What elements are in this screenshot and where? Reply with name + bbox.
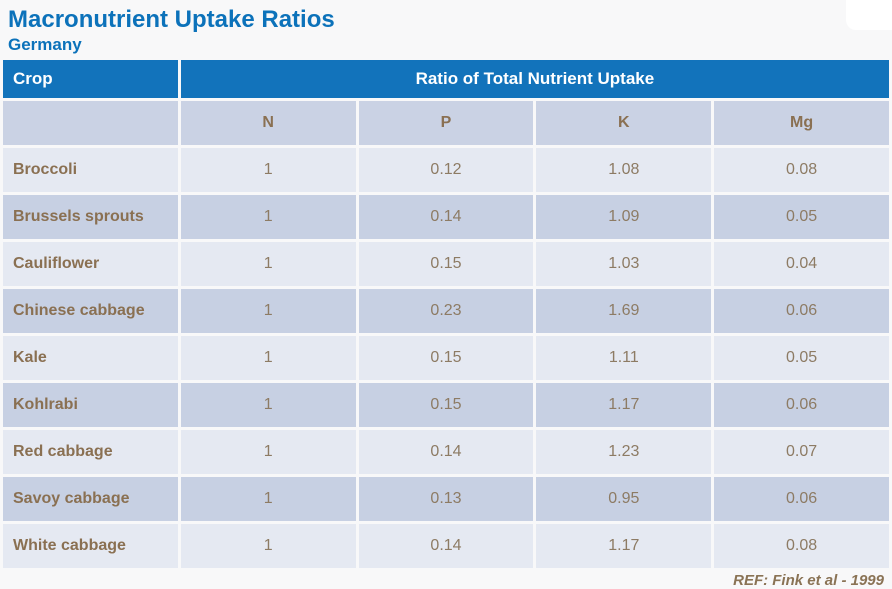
value-cell-p: 0.14 bbox=[358, 430, 534, 475]
nutrient-header-p: P bbox=[358, 101, 534, 146]
value-cell-k: 1.11 bbox=[536, 336, 712, 381]
table-row: Kale 1 0.15 1.11 0.05 bbox=[3, 336, 889, 381]
nutrient-header-k: K bbox=[536, 101, 712, 146]
value-cell-k: 1.17 bbox=[536, 524, 712, 569]
nutrient-header-mg: Mg bbox=[714, 101, 889, 146]
value-cell-n: 1 bbox=[180, 430, 356, 475]
value-cell-p: 0.23 bbox=[358, 289, 534, 334]
crop-name-cell: Red cabbage bbox=[3, 430, 178, 475]
value-cell-k: 1.08 bbox=[536, 148, 712, 193]
value-cell-k: 1.69 bbox=[536, 289, 712, 334]
value-cell-k: 0.95 bbox=[536, 477, 712, 522]
crop-name-cell: Broccoli bbox=[3, 148, 178, 193]
nutrient-subheader-row: N P K Mg bbox=[3, 101, 889, 146]
value-cell-k: 1.03 bbox=[536, 242, 712, 287]
crop-name-cell: White cabbage bbox=[3, 524, 178, 569]
crop-name-cell: Kohlrabi bbox=[3, 383, 178, 428]
table-row: Brussels sprouts 1 0.14 1.09 0.05 bbox=[3, 195, 889, 240]
value-cell-n: 1 bbox=[180, 383, 356, 428]
value-cell-mg: 0.05 bbox=[714, 336, 889, 381]
value-cell-n: 1 bbox=[180, 289, 356, 334]
value-cell-k: 1.23 bbox=[536, 430, 712, 475]
crop-name-cell: Brussels sprouts bbox=[3, 195, 178, 240]
crop-name-cell: Savoy cabbage bbox=[3, 477, 178, 522]
value-cell-k: 1.09 bbox=[536, 195, 712, 240]
table-row: Broccoli 1 0.12 1.08 0.08 bbox=[3, 148, 889, 193]
value-cell-n: 1 bbox=[180, 336, 356, 381]
table-header-row: Crop Ratio of Total Nutrient Uptake bbox=[3, 60, 889, 99]
empty-subheader-cell bbox=[3, 101, 178, 146]
crop-name-cell: Kale bbox=[3, 336, 178, 381]
table-row: Red cabbage 1 0.14 1.23 0.07 bbox=[3, 430, 889, 475]
value-cell-mg: 0.06 bbox=[714, 383, 889, 428]
corner-decoration bbox=[846, 0, 892, 30]
reference-citation: REF: Fink et al - 1999 bbox=[733, 572, 884, 589]
table-row: Savoy cabbage 1 0.13 0.95 0.06 bbox=[3, 477, 889, 522]
value-cell-p: 0.15 bbox=[358, 242, 534, 287]
value-cell-k: 1.17 bbox=[536, 383, 712, 428]
value-cell-mg: 0.07 bbox=[714, 430, 889, 475]
value-cell-mg: 0.08 bbox=[714, 524, 889, 569]
value-cell-p: 0.15 bbox=[358, 383, 534, 428]
page-subtitle: Germany bbox=[8, 35, 82, 55]
value-cell-n: 1 bbox=[180, 524, 356, 569]
value-cell-mg: 0.06 bbox=[714, 289, 889, 334]
table-row: Cauliflower 1 0.15 1.03 0.04 bbox=[3, 242, 889, 287]
value-cell-n: 1 bbox=[180, 195, 356, 240]
table-row: Kohlrabi 1 0.15 1.17 0.06 bbox=[3, 383, 889, 428]
page-title: Macronutrient Uptake Ratios bbox=[8, 6, 335, 33]
crop-name-cell: Cauliflower bbox=[3, 242, 178, 287]
value-cell-p: 0.15 bbox=[358, 336, 534, 381]
value-cell-n: 1 bbox=[180, 242, 356, 287]
crop-column-header: Crop bbox=[3, 60, 178, 99]
value-cell-p: 0.13 bbox=[358, 477, 534, 522]
nutrient-header-n: N bbox=[180, 101, 356, 146]
value-cell-mg: 0.04 bbox=[714, 242, 889, 287]
value-cell-p: 0.14 bbox=[358, 524, 534, 569]
value-cell-p: 0.12 bbox=[358, 148, 534, 193]
value-cell-mg: 0.05 bbox=[714, 195, 889, 240]
ratio-group-header: Ratio of Total Nutrient Uptake bbox=[180, 60, 889, 99]
table-row: Chinese cabbage 1 0.23 1.69 0.06 bbox=[3, 289, 889, 334]
value-cell-n: 1 bbox=[180, 477, 356, 522]
value-cell-mg: 0.06 bbox=[714, 477, 889, 522]
crop-name-cell: Chinese cabbage bbox=[3, 289, 178, 334]
table-row: White cabbage 1 0.14 1.17 0.08 bbox=[3, 524, 889, 569]
value-cell-p: 0.14 bbox=[358, 195, 534, 240]
nutrient-ratio-table: Crop Ratio of Total Nutrient Uptake N P … bbox=[0, 57, 892, 571]
value-cell-mg: 0.08 bbox=[714, 148, 889, 193]
value-cell-n: 1 bbox=[180, 148, 356, 193]
